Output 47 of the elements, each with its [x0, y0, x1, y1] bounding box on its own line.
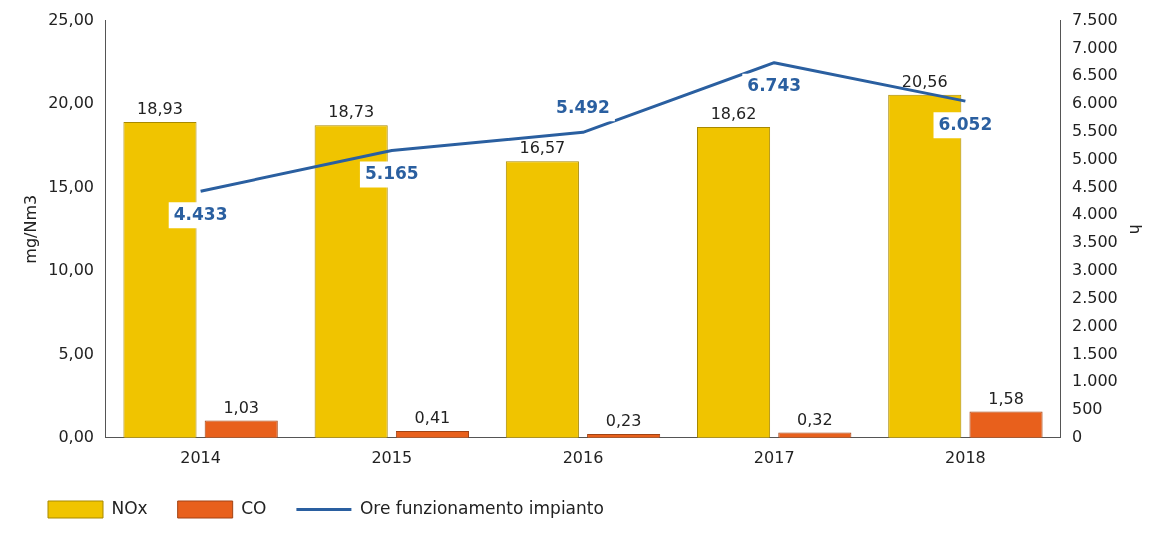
data-label: 1,58: [988, 388, 1024, 408]
data-label: 20,56: [901, 71, 948, 91]
y2-tick-label: 2.500: [1072, 287, 1118, 307]
y2-tick-label: 1.500: [1072, 343, 1118, 363]
y2-tick-label: 2.000: [1072, 315, 1118, 335]
data-label: 6.052: [938, 113, 993, 134]
data-label: 18,93: [137, 99, 183, 119]
y-tick-label: 0,00: [58, 426, 94, 446]
data-label: 6.743: [747, 75, 802, 96]
legend-label: NOx: [111, 497, 148, 518]
data-label: 0,23: [605, 411, 642, 431]
legend-label: Ore funzionamento impianto: [359, 497, 604, 518]
y-axis-title: mg/Nm3: [20, 194, 40, 264]
y2-tick-label: 5.500: [1072, 121, 1118, 141]
data-label: 16,57: [519, 138, 566, 158]
y2-tick-label: 7.500: [1072, 9, 1118, 29]
y2-tick-label: 4.500: [1072, 176, 1118, 196]
data-label: 5.492: [556, 96, 610, 117]
data-label: 4.433: [173, 203, 228, 224]
data-label: 0,32: [797, 409, 833, 429]
y2-tick-label: 1.000: [1072, 371, 1118, 391]
y2-tick-label: 6.000: [1072, 93, 1118, 113]
data-label: 1,03: [223, 397, 260, 417]
x-tick-label: 2018: [945, 447, 986, 467]
data-label: 18,62: [710, 104, 757, 124]
x-tick-label: 2017: [753, 447, 795, 467]
x-tick-label: 2015: [371, 447, 413, 467]
y-tick-label: 10,00: [48, 260, 94, 280]
x-tick-label: 2014: [180, 447, 221, 467]
y2-tick-label: 5.000: [1072, 148, 1118, 168]
legend-label: CO: [241, 497, 267, 518]
y-tick-label: 20,00: [48, 93, 94, 113]
y2-tick-label: 6.500: [1072, 65, 1118, 85]
data-label: 5.165: [364, 162, 419, 183]
data-label: 0,41: [414, 408, 451, 428]
y2-tick-label: 3.500: [1072, 232, 1118, 252]
y2-tick-label: 3.000: [1072, 260, 1118, 280]
x-tick-label: 2016: [562, 447, 604, 467]
y-tick-label: 5,00: [58, 343, 94, 363]
y2-tick-label: 7.000: [1072, 37, 1118, 57]
y2-tick-label: 500: [1072, 399, 1103, 419]
y2-tick-label: 4.000: [1072, 204, 1118, 224]
y-tick-label: 25,00: [48, 9, 94, 29]
data-label: 18,73: [328, 102, 375, 122]
y2-axis-title: h: [1126, 224, 1146, 235]
y2-tick-label: 0: [1072, 426, 1083, 446]
y-tick-label: 15,00: [48, 176, 94, 196]
